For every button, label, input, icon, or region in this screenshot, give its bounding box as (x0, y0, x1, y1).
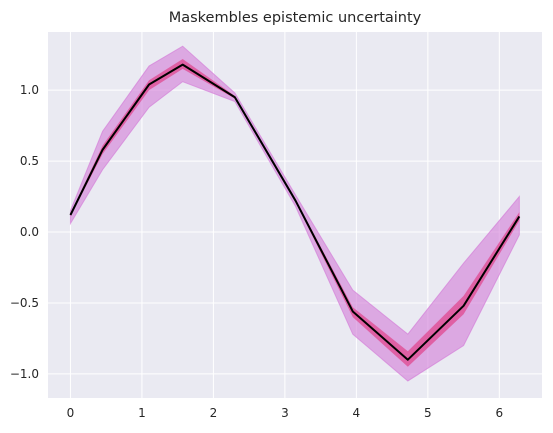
x-tick-label-3: 3 (281, 406, 289, 420)
x-tick-label-5: 5 (424, 406, 432, 420)
x-tick-label-4: 4 (353, 406, 361, 420)
chart-title: Maskembles epistemic uncertainty (169, 10, 422, 26)
y-tick-label-4: 1.0 (20, 83, 39, 97)
x-tick-label-0: 0 (67, 406, 75, 420)
y-tick-label-0: −1.0 (10, 367, 39, 381)
x-tick-labels: 0 1 2 3 4 5 6 (67, 406, 504, 420)
plot-background (48, 32, 542, 398)
mean-prediction-line (69, 63, 521, 361)
y-tick-labels: −1.0 −0.5 0.0 0.5 1.0 (10, 83, 39, 381)
x-tick-label-1: 1 (138, 406, 146, 420)
y-tick-label-1: −0.5 (10, 296, 39, 310)
x-tick-label-6: 6 (496, 406, 504, 420)
y-tick-label-3: 0.5 (20, 154, 39, 168)
y-tick-label-2: 0.0 (20, 225, 39, 239)
outer-uncertainty-band (69, 45, 520, 382)
x-tick-label-2: 2 (210, 406, 218, 420)
